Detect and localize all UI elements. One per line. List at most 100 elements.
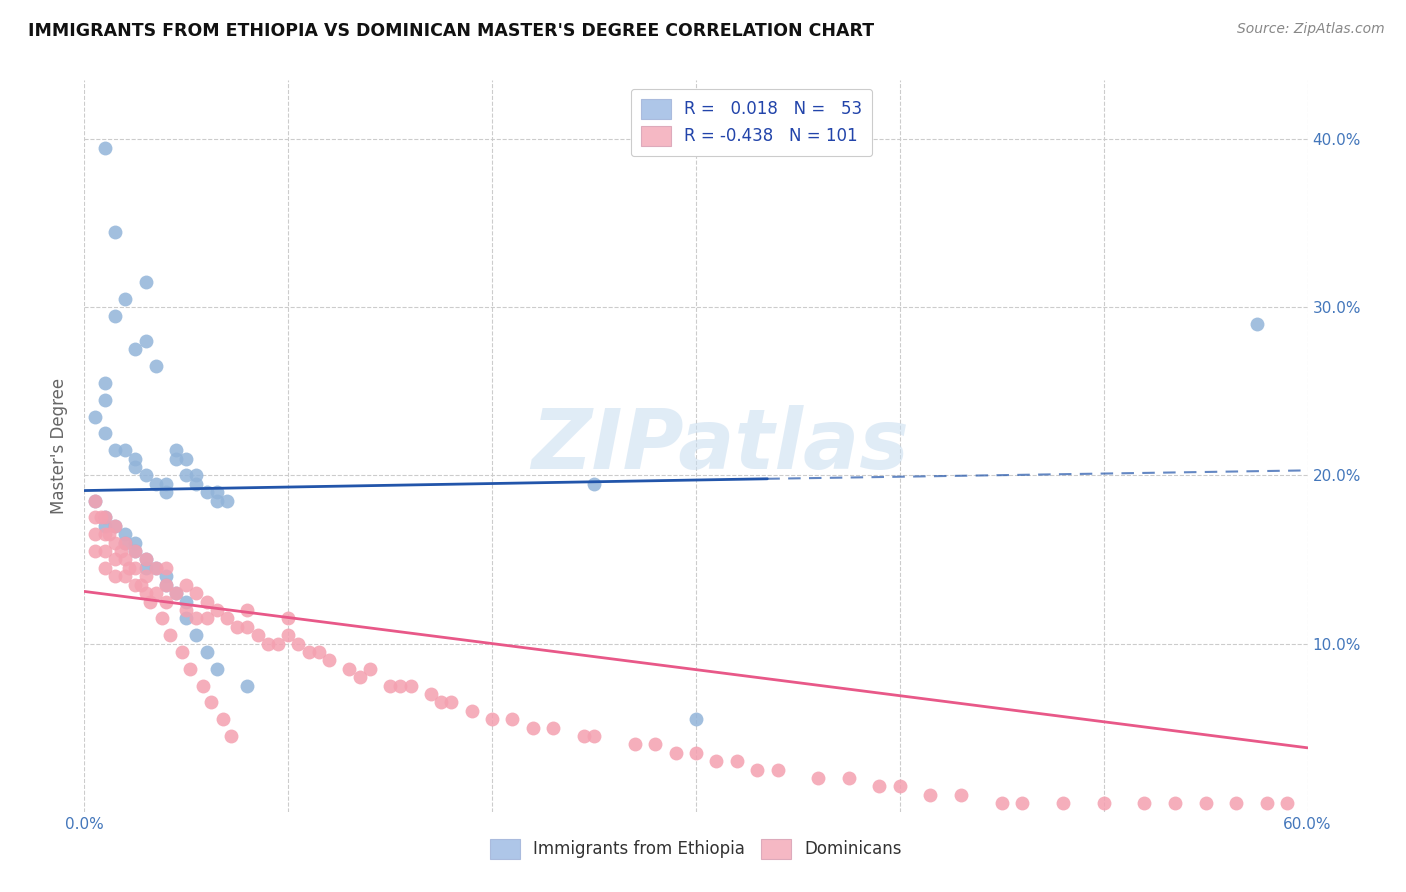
Point [543, 721, 565, 735]
Point [114, 535, 136, 549]
Point [118, 561, 141, 575]
Point [114, 569, 136, 583]
Point [145, 561, 167, 575]
Point [124, 460, 146, 475]
Point [172, 645, 194, 659]
Point [430, 695, 453, 709]
Point [195, 594, 218, 608]
Point [135, 552, 157, 566]
Point [277, 611, 299, 625]
Point [114, 443, 136, 458]
Point [246, 628, 269, 642]
Point [217, 493, 239, 508]
Point [124, 578, 146, 592]
Point [114, 292, 136, 306]
Point [685, 746, 707, 760]
Point [747, 763, 769, 777]
Point [93, 561, 115, 575]
Point [205, 493, 228, 508]
Point [950, 788, 973, 802]
Point [135, 552, 157, 566]
Point [93, 376, 115, 390]
Point [124, 544, 146, 558]
Point [869, 780, 891, 794]
Point [155, 578, 177, 592]
Point [97, 527, 120, 541]
Point [104, 225, 127, 239]
Point [399, 679, 422, 693]
Point [807, 771, 830, 785]
Point [155, 485, 177, 500]
Point [165, 586, 187, 600]
Point [186, 628, 208, 642]
Point [179, 662, 201, 676]
Point [186, 476, 208, 491]
Point [236, 679, 259, 693]
Y-axis label: Master's Degree: Master's Degree [51, 378, 69, 514]
Point [155, 569, 177, 583]
Point [889, 780, 911, 794]
Point [186, 586, 208, 600]
Point [104, 443, 127, 458]
Point [481, 712, 503, 726]
Point [502, 712, 524, 726]
Point [90, 510, 112, 524]
Point [191, 679, 214, 693]
Point [114, 552, 136, 566]
Point [174, 611, 197, 625]
Point [1195, 797, 1218, 811]
Point [83, 544, 105, 558]
Point [110, 544, 132, 558]
Point [195, 645, 218, 659]
Point [1256, 797, 1278, 811]
Point [174, 603, 197, 617]
Point [93, 544, 115, 558]
Point [155, 594, 177, 608]
Point [1133, 797, 1156, 811]
Point [461, 704, 484, 718]
Point [267, 636, 290, 650]
Point [104, 552, 127, 566]
Point [186, 468, 208, 483]
Point [287, 636, 309, 650]
Point [124, 544, 146, 558]
Text: Source: ZipAtlas.com: Source: ZipAtlas.com [1237, 22, 1385, 37]
Point [114, 527, 136, 541]
Point [83, 409, 105, 424]
Point [624, 738, 647, 752]
Point [380, 679, 402, 693]
Point [298, 645, 321, 659]
Point [349, 670, 371, 684]
Point [308, 645, 330, 659]
Text: IMMIGRANTS FROM ETHIOPIA VS DOMINICAN MASTER'S DEGREE CORRELATION CHART: IMMIGRANTS FROM ETHIOPIA VS DOMINICAN MA… [28, 22, 875, 40]
Point [93, 140, 115, 154]
Point [155, 578, 177, 592]
Point [150, 611, 173, 625]
Point [174, 468, 197, 483]
Point [920, 788, 942, 802]
Point [93, 392, 115, 407]
Point [104, 569, 127, 583]
Point [1277, 797, 1299, 811]
Point [339, 662, 361, 676]
Point [212, 712, 235, 726]
Point [155, 476, 177, 491]
Point [138, 594, 160, 608]
Point [205, 603, 228, 617]
Point [359, 662, 381, 676]
Point [440, 695, 463, 709]
Point [236, 603, 259, 617]
Point [104, 519, 127, 533]
Point [145, 586, 167, 600]
Point [572, 729, 595, 743]
Point [124, 561, 146, 575]
Point [93, 426, 115, 441]
Point [583, 729, 606, 743]
Text: ZIPatlas: ZIPatlas [531, 406, 910, 486]
Point [124, 343, 146, 357]
Point [389, 679, 412, 693]
Point [205, 662, 228, 676]
Point [766, 763, 789, 777]
Point [124, 451, 146, 466]
Point [420, 687, 443, 701]
